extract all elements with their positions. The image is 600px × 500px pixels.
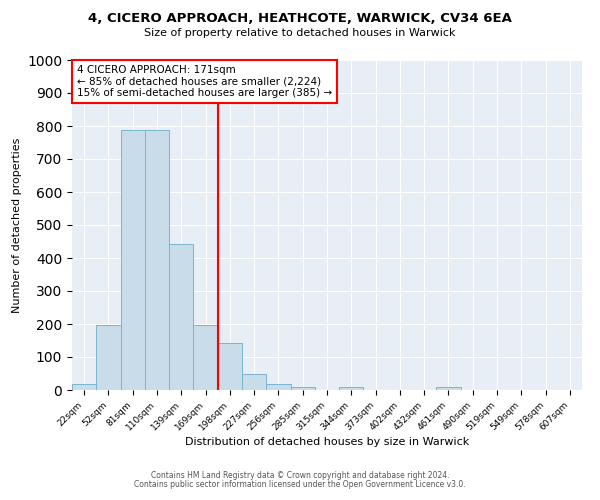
Text: Contains public sector information licensed under the Open Government Licence v3: Contains public sector information licen…	[134, 480, 466, 489]
Y-axis label: Number of detached properties: Number of detached properties	[11, 138, 22, 312]
Bar	[96, 325, 121, 390]
Text: Size of property relative to detached houses in Warwick: Size of property relative to detached ho…	[144, 28, 456, 38]
X-axis label: Distribution of detached houses by size in Warwick: Distribution of detached houses by size …	[185, 438, 469, 448]
Bar	[290, 386, 315, 390]
Bar	[193, 324, 218, 390]
Text: 4, CICERO APPROACH, HEATHCOTE, WARWICK, CV34 6EA: 4, CICERO APPROACH, HEATHCOTE, WARWICK, …	[88, 12, 512, 26]
Bar	[169, 244, 193, 390]
Bar	[218, 343, 242, 390]
Bar	[72, 384, 96, 390]
Bar	[266, 384, 290, 390]
Bar	[436, 386, 461, 390]
Bar	[145, 130, 169, 390]
Bar	[121, 130, 145, 390]
Bar	[339, 386, 364, 390]
Text: 4 CICERO APPROACH: 171sqm
← 85% of detached houses are smaller (2,224)
15% of se: 4 CICERO APPROACH: 171sqm ← 85% of detac…	[77, 65, 332, 98]
Bar	[242, 374, 266, 390]
Text: Contains HM Land Registry data © Crown copyright and database right 2024.: Contains HM Land Registry data © Crown c…	[151, 471, 449, 480]
